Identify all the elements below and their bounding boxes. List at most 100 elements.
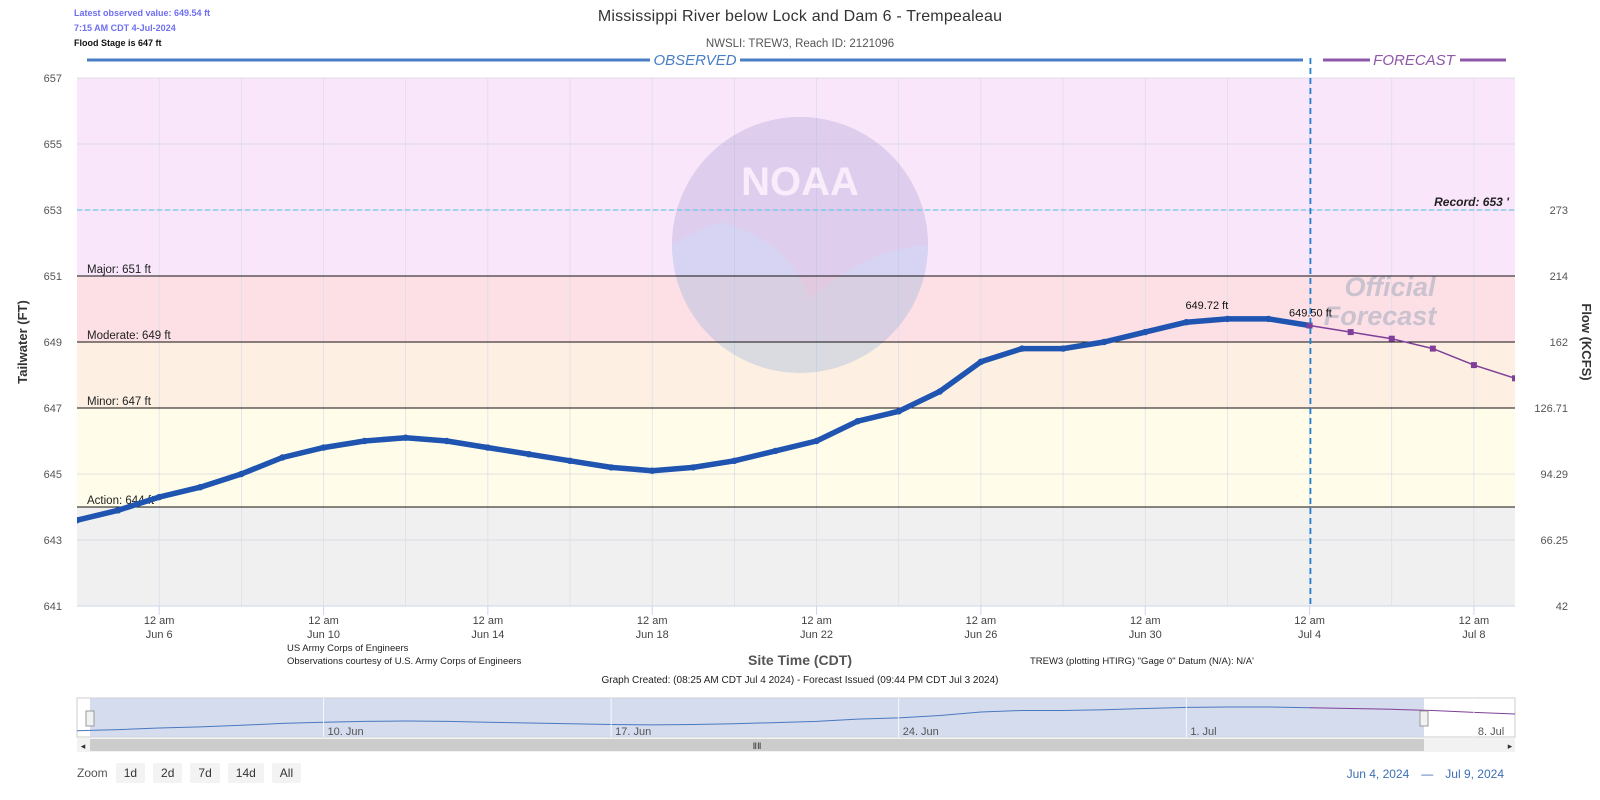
x-tick-label-time: 12 am <box>473 615 504 627</box>
observed-point <box>443 437 450 445</box>
forecast-point <box>1306 322 1313 329</box>
x-tick-label-time: 12 am <box>144 615 175 627</box>
date-range-display: Jun 4, 2024 — Jul 9, 2024 <box>1341 767 1510 781</box>
zoom-controls: Zoom 1d 2d 7d 14d All <box>77 763 309 783</box>
observed-point <box>895 408 902 415</box>
observed-point <box>1018 345 1026 352</box>
observed-point <box>320 444 327 451</box>
datum-note: TREW3 (plotting HTIRG) "Gage 0" Datum (N… <box>1030 656 1254 667</box>
observed-point <box>197 484 204 491</box>
y-tick-label: 651 <box>44 271 62 283</box>
agency-credit: US Army Corps of Engineers <box>287 643 409 654</box>
observed-point <box>566 457 574 464</box>
official-forecast-watermark-line1: Official <box>1344 272 1436 302</box>
y-axis-title: Tailwater (FT) <box>15 300 30 384</box>
x-axis: 12 am Jun 6 12 am Jun 10 12 am Jun 14 12 am Jun… <box>77 605 1515 641</box>
observed-point <box>114 507 122 514</box>
record-stage-label: Record: 653 ' <box>1434 195 1510 209</box>
flood-category-bands <box>77 78 1515 606</box>
y-tick-label: 655 <box>44 139 62 151</box>
observed-point <box>155 493 163 501</box>
noaa-watermark: NOAA <box>672 117 928 373</box>
x-tick-label-date: Jul 8 <box>1462 629 1485 641</box>
range-to[interactable]: Jul 9, 2024 <box>1445 767 1504 781</box>
observed-point <box>1100 338 1108 346</box>
observed-point <box>1142 328 1149 336</box>
observed-point <box>525 451 533 458</box>
navigator-scrollbar-thumb[interactable] <box>90 739 1424 751</box>
chart-subtitle: NWSLI: TREW3, Reach ID: 2121096 <box>705 38 895 50</box>
zoom-2d-button[interactable]: 2d <box>153 763 183 783</box>
x-tick-label-date: Jun 6 <box>146 629 173 641</box>
forecast-point <box>1429 345 1436 352</box>
observed-point <box>649 467 656 474</box>
x-tick-label-date: Jun 14 <box>471 629 504 641</box>
zoom-14d-button[interactable]: 14d <box>227 763 264 783</box>
navigator-date-label: 17. Jun <box>615 726 651 738</box>
x-axis-title: Site Time (CDT) <box>748 652 852 668</box>
y2-tick-label: 42 <box>1556 601 1568 613</box>
official-forecast-watermark-line2: Forecast <box>1324 301 1438 331</box>
scroll-right-arrow-icon[interactable]: ▸ <box>1508 741 1513 751</box>
zoom-all-button[interactable]: All <box>271 763 302 783</box>
range-from[interactable]: Jun 4, 2024 <box>1346 767 1410 781</box>
observed-point <box>77 517 81 524</box>
noaa-logo-bird <box>672 117 928 300</box>
record-line: Record: 653 ' <box>77 195 1515 211</box>
peak-value-label: 649.72 ft <box>1185 300 1228 312</box>
series-layer <box>77 315 1515 524</box>
y2-axis-title: Flow (KCFS) <box>1579 303 1594 380</box>
y2-tick-label: 66.25 <box>1540 535 1568 547</box>
forecast-series-line <box>1309 324 1515 380</box>
scroll-left-arrow-icon[interactable]: ◂ <box>81 741 86 751</box>
observed-label: OBSERVED <box>653 52 736 69</box>
y2-tick-label: 126.71 <box>1534 403 1568 415</box>
x-tick-label-time: 12 am <box>1459 615 1490 627</box>
y2-axis: 273 214 162 126.71 94.29 66.25 42 Flow (KCFS) <box>1534 205 1594 613</box>
noaa-logo-circle <box>672 117 928 373</box>
y2-tick-label: 273 <box>1550 205 1568 217</box>
y-tick-label: 657 <box>44 73 62 85</box>
observed-point <box>690 464 697 471</box>
major-band <box>77 78 1515 276</box>
zoom-1d-button[interactable]: 1d <box>115 763 146 783</box>
observed-point <box>813 437 820 445</box>
observed-point <box>977 358 985 365</box>
zoom-7d-button[interactable]: 7d <box>190 763 220 783</box>
navigator-date-label: 24. Jun <box>903 726 939 738</box>
observed-point <box>936 388 943 395</box>
navigator-observed-line <box>76 706 1310 732</box>
chart-title: Mississippi River below Lock and Dam 6 -… <box>597 8 1003 25</box>
y-tick-label: 645 <box>44 469 62 481</box>
observed-point <box>607 464 615 471</box>
navigator-right-handle[interactable] <box>1419 710 1429 727</box>
observed-point <box>731 457 738 464</box>
observed-forecast-bar: OBSERVED FORECAST <box>87 52 1506 69</box>
forecast-point <box>1470 362 1477 369</box>
major-threshold-label: Major: 651 ft <box>87 264 152 276</box>
y2-tick-label: 162 <box>1550 337 1568 349</box>
x-tick-label-time: 12 am <box>966 615 997 627</box>
observed-point <box>1265 315 1272 323</box>
latest-observed-time: 7:15 AM CDT 4-Jul-2024 <box>74 23 176 33</box>
forecast-label: FORECAST <box>1373 52 1457 69</box>
observed-point <box>1224 315 1231 323</box>
y2-tick-label: 214 <box>1550 271 1568 283</box>
observed-point <box>238 470 245 478</box>
moderate-band <box>77 276 1515 342</box>
peak-value-label: 649.50 ft <box>1289 308 1332 320</box>
observation-credit: Observations courtesy of U.S. Army Corps… <box>287 656 522 667</box>
observed-point <box>361 437 368 445</box>
navigator-left-handle[interactable] <box>85 710 95 727</box>
y-tick-label: 649 <box>44 337 62 349</box>
y2-tick-label: 94.29 <box>1540 469 1568 481</box>
x-tick-label-date: Jun 18 <box>636 629 669 641</box>
range-navigator[interactable]: 10. Jun 17. Jun 24. Jun 1. Jul 8. Jul ⅡⅡ ◂ ▸ <box>76 697 1516 752</box>
normal-band <box>77 507 1515 606</box>
graph-created-note: Graph Created: (08:25 AM CDT Jul 4 2024)… <box>601 675 999 686</box>
x-tick-label-time: 12 am <box>801 615 832 627</box>
navigator-selected-window <box>90 698 1424 737</box>
minor-band <box>77 342 1515 408</box>
